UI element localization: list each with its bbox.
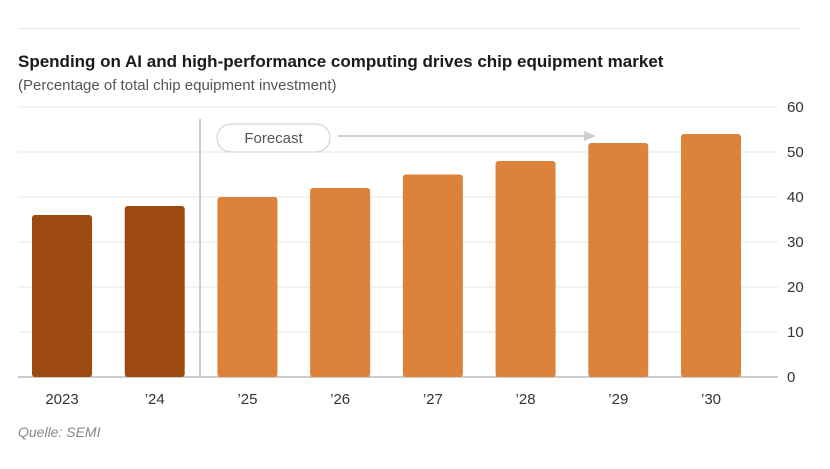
x-tick-label: 2023 [45,391,78,408]
bar-30 [681,134,741,377]
top-rule [18,28,800,29]
y-axis-labels: 0 10 20 30 40 50 60 [787,99,804,386]
bar-27 [402,174,463,377]
forecast-arrowhead-icon [584,131,596,141]
x-tick-label: ’24 [145,391,165,408]
chart-title: Spending on AI and high-performance comp… [18,52,664,71]
source-note: Quelle: SEMI [18,424,101,440]
bar-29 [588,143,649,377]
y-tick-label: 20 [787,279,804,296]
y-tick-label: 10 [787,324,804,341]
y-tick-label: 50 [787,144,804,161]
bar-26 [310,188,371,377]
bar-2023 [32,215,92,377]
y-tick-label: 0 [787,369,795,386]
grid-lines [18,106,778,378]
chart-subtitle: (Percentage of total chip equipment inve… [18,77,337,94]
forecast-pill [216,123,331,153]
x-tick-label: ’25 [237,391,257,408]
bar-28 [495,161,556,377]
x-tick-label: ’29 [608,391,628,408]
y-tick-label: 30 [787,234,804,251]
bar-25 [217,197,278,377]
x-tick-label: ’27 [423,391,443,408]
y-tick-label: 60 [787,99,804,116]
bars [32,134,741,377]
y-tick-label: 40 [787,189,804,206]
forecast-annotation: Forecast [199,119,596,377]
forecast-label: Forecast [244,130,303,147]
x-tick-label: ’28 [516,391,536,408]
x-tick-label: ’30 [701,391,721,408]
x-tick-label: ’26 [330,391,350,408]
bar-24 [124,206,185,377]
x-axis-labels: 2023 ’24 ’25 ’26 ’27 ’28 ’29 ’30 [45,391,721,408]
